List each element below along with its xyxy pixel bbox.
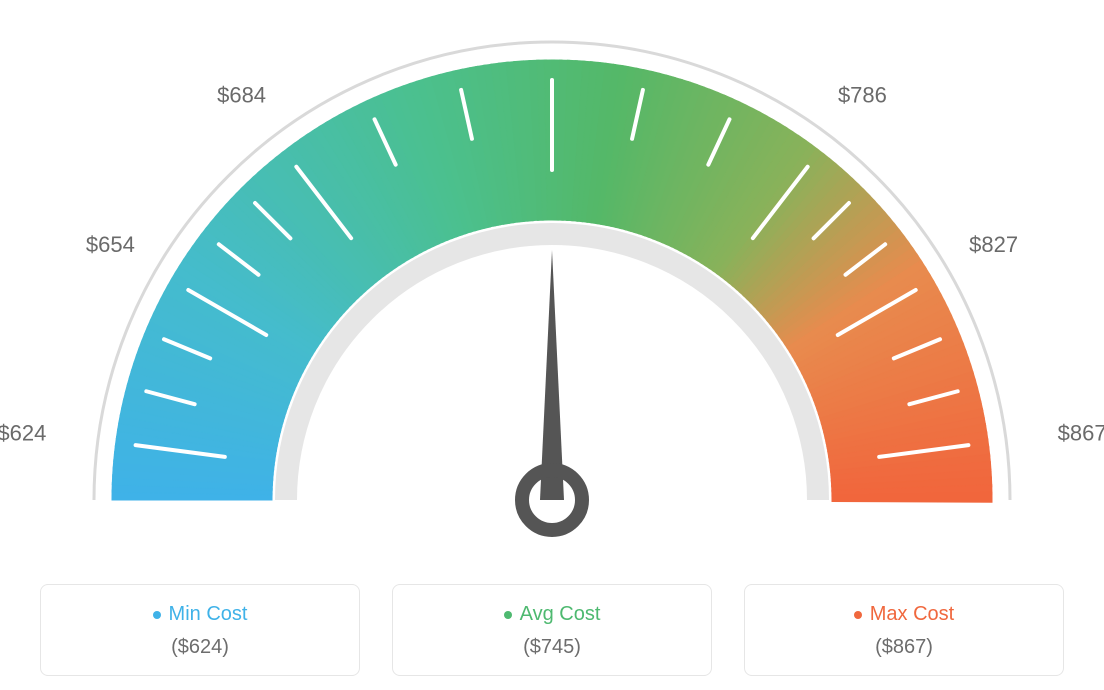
legend-title-max: Max Cost [854, 603, 954, 626]
legend-value-avg: ($745) [403, 636, 701, 659]
legend-label-avg: Avg Cost [520, 603, 601, 626]
legend-card-avg: Avg Cost ($745) [392, 584, 712, 676]
gauge-tick-label: $624 [0, 420, 46, 445]
gauge-svg: $624 $654 $684 $745 $786 $827 $867 [0, 0, 1104, 560]
cost-gauge-widget: $624 $654 $684 $745 $786 $827 $867 Min Cost ($… [0, 0, 1104, 690]
legend-value-min: ($624) [51, 636, 349, 659]
legend-label-max: Max Cost [870, 603, 954, 626]
legend-dot-avg [504, 611, 512, 619]
legend-title-min: Min Cost [153, 603, 248, 626]
legend-dot-min [153, 611, 161, 619]
legend-row: Min Cost ($624) Avg Cost ($745) Max Cost… [0, 584, 1104, 676]
legend-card-max: Max Cost ($867) [744, 584, 1064, 676]
legend-label-min: Min Cost [169, 603, 248, 626]
legend-dot-max [854, 611, 862, 619]
gauge-tick-label: $745 [528, 0, 577, 2]
gauge-tick-label: $827 [969, 232, 1018, 257]
gauge-tick-label: $684 [217, 82, 266, 107]
legend-title-avg: Avg Cost [504, 603, 601, 626]
gauge-tick-label: $654 [86, 232, 135, 257]
legend-value-max: ($867) [755, 636, 1053, 659]
gauge-tick-label: $786 [838, 82, 887, 107]
gauge-tick-label: $867 [1058, 420, 1104, 445]
gauge-needle [540, 250, 564, 500]
gauge-chart: $624 $654 $684 $745 $786 $827 $867 [0, 0, 1104, 560]
legend-card-min: Min Cost ($624) [40, 584, 360, 676]
